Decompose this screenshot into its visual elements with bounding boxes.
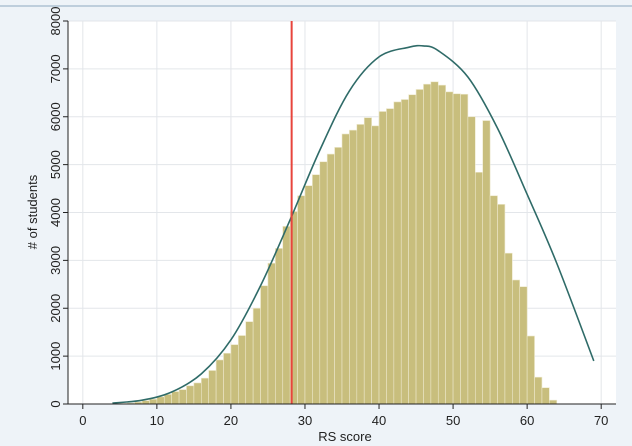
histogram-bar — [408, 94, 417, 405]
x-tick-label: 0 — [79, 413, 86, 428]
histogram-bar — [445, 91, 454, 405]
histogram-bar — [334, 147, 343, 405]
histogram-bar — [312, 174, 321, 405]
histogram-bar — [178, 389, 187, 405]
histogram-bar — [460, 93, 469, 405]
histogram-bar — [186, 385, 195, 405]
x-axis-ticks: 0 10 20 30 40 50 60 70 — [79, 404, 608, 428]
histogram-bar — [371, 125, 380, 405]
y-tick-label: 2000 — [48, 294, 63, 323]
histogram-bar — [275, 248, 284, 405]
histogram-bar — [141, 400, 150, 405]
histogram-bar — [326, 153, 335, 405]
histogram-bar — [430, 81, 439, 405]
histogram-bar — [452, 93, 461, 405]
histogram-bar — [415, 89, 424, 405]
y-tick-label: 7000 — [48, 54, 63, 83]
histogram-bar — [260, 285, 269, 405]
y-tick-label: 6000 — [48, 102, 63, 131]
y-tick-label: 4000 — [48, 198, 63, 227]
y-tick-label: 3000 — [48, 246, 63, 275]
histogram-bar — [208, 370, 217, 405]
histogram-bar — [163, 394, 172, 405]
x-tick-label: 40 — [372, 413, 386, 428]
histogram-bar — [319, 161, 328, 405]
histogram-bar — [282, 226, 291, 405]
x-tick-label: 70 — [594, 413, 608, 428]
histogram-bar — [356, 124, 365, 405]
histogram-bar — [497, 204, 506, 405]
histogram-bar — [297, 195, 306, 405]
histogram-bar — [349, 129, 358, 405]
histogram-bar — [526, 335, 535, 405]
x-tick-label: 20 — [224, 413, 238, 428]
histogram-bars — [119, 81, 558, 405]
x-tick-label: 10 — [150, 413, 164, 428]
histogram-bar — [245, 321, 254, 405]
histogram-bar — [482, 120, 491, 405]
histogram-bar — [534, 376, 543, 405]
histogram-bar — [467, 116, 476, 405]
histogram-bar — [156, 396, 165, 405]
histogram-bar — [304, 185, 313, 405]
x-axis-title: RS score — [318, 429, 371, 444]
x-tick-label: 50 — [446, 413, 460, 428]
histogram-bar — [223, 352, 232, 405]
histogram-bar — [393, 101, 402, 405]
histogram-bar — [489, 195, 498, 405]
histogram-bar — [549, 399, 558, 405]
histogram-bar — [171, 391, 180, 405]
histogram-bar — [474, 171, 484, 405]
y-tick-label: 8000 — [48, 7, 63, 36]
histogram-bar — [512, 279, 521, 405]
histogram-bar — [386, 108, 395, 405]
histogram-bar — [341, 133, 350, 405]
y-tick-label: 0 — [48, 400, 63, 407]
histogram-bar — [400, 99, 409, 405]
histogram-bar — [541, 387, 550, 405]
histogram-bar — [215, 359, 224, 405]
histogram-bar — [378, 111, 387, 405]
y-tick-label: 5000 — [48, 150, 63, 179]
histogram-bar — [363, 117, 372, 405]
histogram-bar — [423, 83, 432, 405]
histogram-bar — [200, 377, 210, 405]
normal-density-curve — [112, 44, 595, 404]
x-tick-label: 60 — [520, 413, 534, 428]
y-axis-ticks: 0 1000 2000 3000 4000 5000 6000 7000 8000 — [48, 7, 68, 408]
histogram-bar — [238, 335, 247, 405]
y-axis-title: # of students — [25, 174, 40, 249]
histogram-bar — [252, 307, 261, 405]
histogram-bar — [267, 262, 276, 405]
y-tick-label: 1000 — [48, 342, 63, 371]
histogram-bar — [519, 286, 528, 405]
histogram-bar — [230, 344, 239, 405]
x-tick-label: 30 — [298, 413, 312, 428]
histogram-bar — [193, 382, 202, 405]
histogram-bar — [437, 84, 446, 405]
histogram-bar — [149, 398, 158, 405]
histogram-bar — [504, 252, 513, 405]
